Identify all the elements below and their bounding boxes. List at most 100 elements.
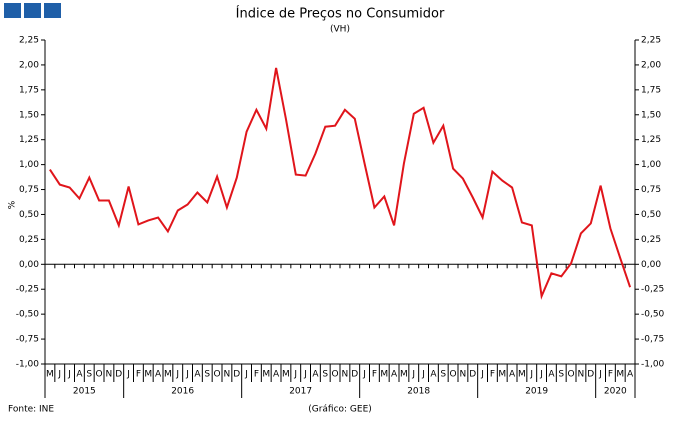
x-tick-label: S (322, 370, 328, 380)
x-tick-label: A (509, 370, 516, 380)
y2-tick-label: -0,50 (641, 310, 665, 320)
x-tick-label: J (126, 370, 130, 380)
x-tick-label: D (115, 370, 122, 380)
y2-tick-label: -0,75 (641, 335, 664, 345)
x-tick-label: F (372, 370, 377, 380)
x-tick-label: J (244, 370, 248, 380)
x-tick-label: S (440, 370, 446, 380)
x-tick-label: M (282, 370, 290, 380)
logo-square (24, 3, 41, 18)
x-tick-label: J (411, 370, 415, 380)
y2-tick-label: -0,25 (641, 285, 664, 295)
x-tick-label: J (67, 370, 71, 380)
x-tick-label: A (194, 370, 201, 380)
y-tick-label: -0,75 (16, 335, 39, 345)
logo-square (4, 3, 21, 18)
x-tick-label: J (539, 370, 543, 380)
x-tick-label: J (421, 370, 425, 380)
y-tick-label: 1,50 (19, 110, 39, 120)
x-tick-label: A (430, 370, 437, 380)
chart-title: Índice de Preços no Consumidor (236, 6, 445, 22)
y2-tick-label: 2,00 (641, 60, 661, 70)
x-tick-label: M (400, 370, 408, 380)
credit: (Gráfico: GEE) (308, 405, 372, 415)
x-tick-label: M (380, 370, 388, 380)
x-tick-label: J (598, 370, 602, 380)
y2-tick-label: 0,00 (641, 260, 661, 270)
x-tick-label: J (185, 370, 189, 380)
y-axis-label: % (8, 200, 18, 209)
y2-tick-label: 0,25 (641, 235, 661, 245)
x-tick-label: M (616, 370, 624, 380)
x-tick-label: S (558, 370, 564, 380)
x-tick-label: J (529, 370, 533, 380)
y-tick-label: 1,00 (19, 160, 39, 170)
x-tick-label: D (233, 370, 240, 380)
x-tick-label: J (57, 370, 61, 380)
year-label: 2019 (525, 387, 548, 397)
y2-tick-label: -1,00 (641, 360, 665, 370)
y-tick-label: -0,25 (16, 285, 39, 295)
y-tick-label: -0,50 (16, 310, 40, 320)
x-tick-label: J (175, 370, 179, 380)
y2-tick-label: 2,25 (641, 36, 661, 46)
y2-tick-label: 0,75 (641, 185, 661, 195)
x-tick-label: A (155, 370, 162, 380)
x-tick-label: J (362, 370, 366, 380)
x-tick-label: M (262, 370, 270, 380)
y-tick-label: 1,75 (19, 85, 39, 95)
y2-tick-label: 0,50 (641, 210, 661, 220)
logo-square (44, 3, 61, 18)
x-tick-label: O (450, 370, 457, 380)
x-tick-label: M (164, 370, 172, 380)
x-tick-label: O (568, 370, 575, 380)
year-label: 2016 (171, 387, 194, 397)
y-tick-label: -1,00 (16, 360, 40, 370)
y-tick-label: 0,25 (19, 235, 39, 245)
y-tick-label: 2,25 (19, 36, 39, 46)
x-tick-label: M (46, 370, 54, 380)
x-tick-label: D (587, 370, 594, 380)
x-tick-label: D (351, 370, 358, 380)
x-tick-label: F (254, 370, 259, 380)
y-tick-label: 0,75 (19, 185, 39, 195)
x-tick-label: M (144, 370, 152, 380)
x-tick-label: M (498, 370, 506, 380)
x-tick-label: N (224, 370, 231, 380)
x-tick-label: M (518, 370, 526, 380)
y2-tick-label: 1,50 (641, 110, 661, 120)
y2-tick-label: 1,75 (641, 85, 661, 95)
year-label: 2018 (407, 387, 430, 397)
year-label: 2020 (604, 387, 627, 397)
x-tick-label: A (273, 370, 280, 380)
x-tick-label: D (469, 370, 476, 380)
year-label: 2015 (73, 387, 96, 397)
y2-tick-label: 1,00 (641, 160, 661, 170)
chart-subtitle: (VH) (330, 25, 350, 35)
x-tick-label: O (96, 370, 103, 380)
y-tick-label: 0,00 (19, 260, 39, 270)
x-tick-label: O (214, 370, 221, 380)
x-tick-label: F (608, 370, 613, 380)
x-tick-label: N (106, 370, 113, 380)
y-tick-label: 2,00 (19, 60, 39, 70)
x-tick-label: S (86, 370, 92, 380)
y-tick-label: 1,25 (19, 135, 39, 145)
x-tick-label: O (332, 370, 339, 380)
source: Fonte: INE (8, 405, 54, 415)
x-tick-label: A (627, 370, 634, 380)
year-label: 2017 (289, 387, 312, 397)
x-tick-label: A (391, 370, 398, 380)
x-tick-label: A (548, 370, 555, 380)
x-tick-label: J (480, 370, 484, 380)
x-tick-label: A (312, 370, 319, 380)
y-tick-label: 0,50 (19, 210, 39, 220)
y2-tick-label: 1,25 (641, 135, 661, 145)
x-tick-label: N (460, 370, 467, 380)
x-tick-label: J (293, 370, 297, 380)
x-tick-label: N (342, 370, 349, 380)
x-tick-label: F (136, 370, 141, 380)
x-tick-label: A (76, 370, 83, 380)
series-line (49, 67, 632, 300)
